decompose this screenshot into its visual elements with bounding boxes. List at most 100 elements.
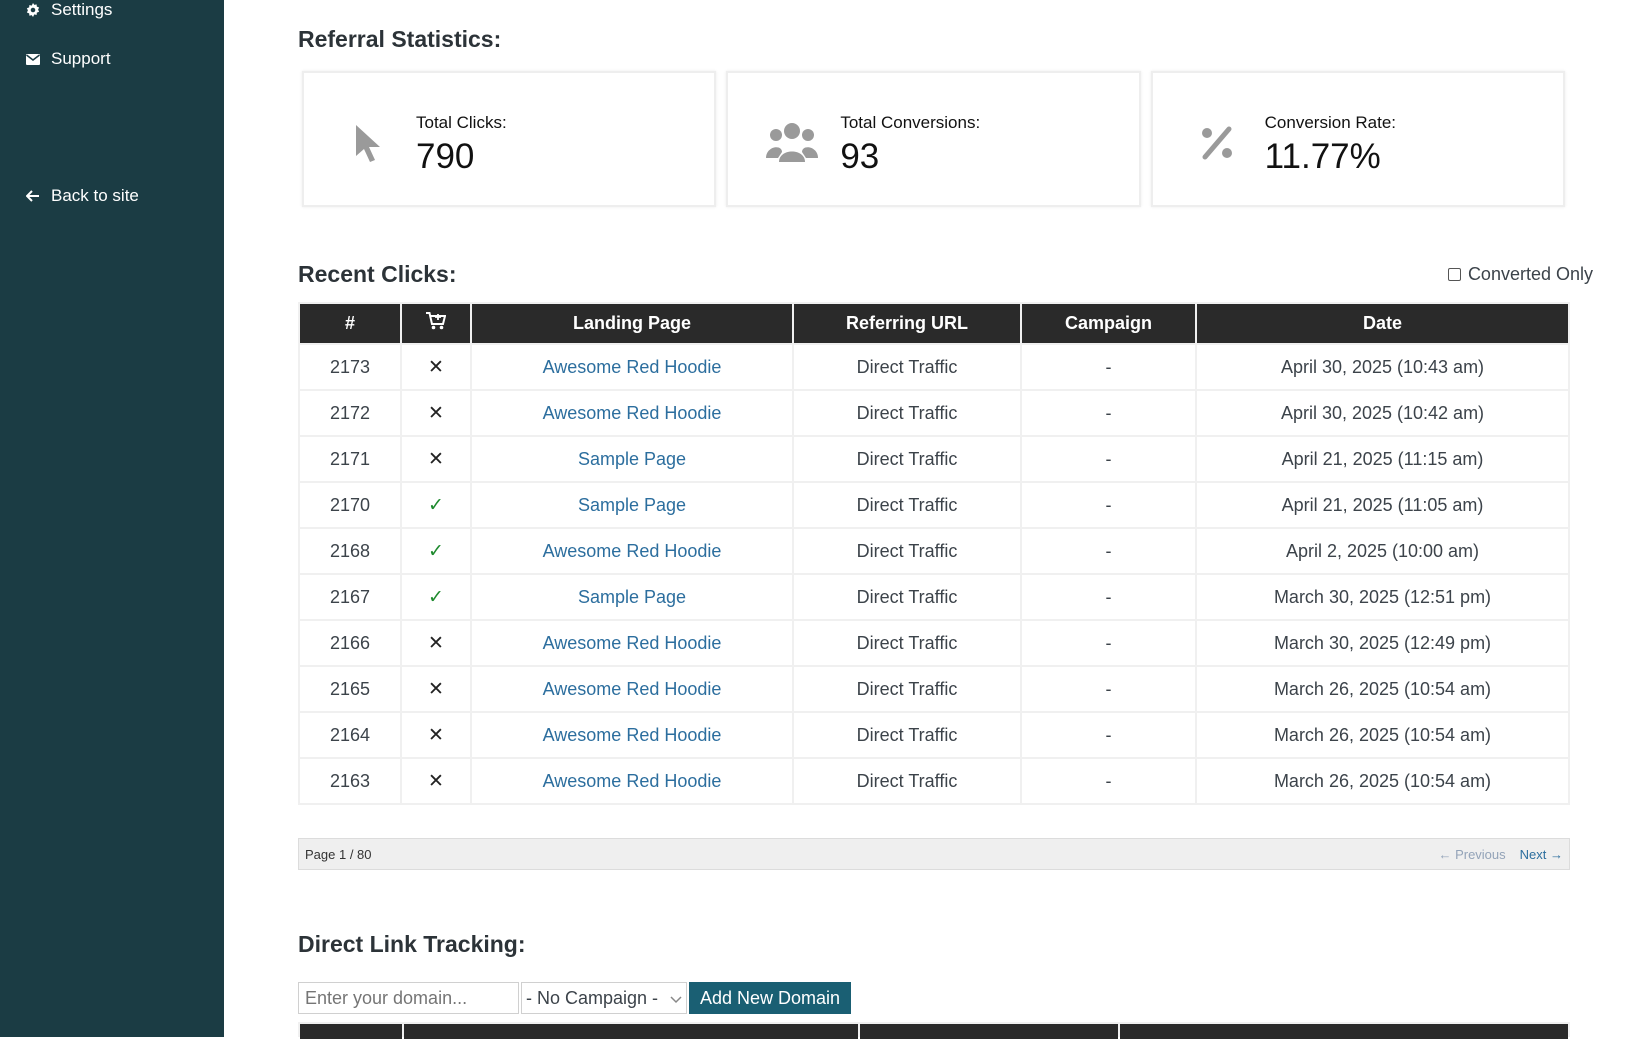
cell-converted: ✕ [402, 759, 470, 803]
domain-input[interactable] [298, 982, 519, 1014]
column-header-campaign: Campaign [1022, 304, 1195, 343]
landing-page-link[interactable]: Awesome Red Hoodie [542, 632, 722, 653]
cell-id: 2171 [300, 437, 400, 481]
sidebar-item-support[interactable]: Support [24, 49, 111, 69]
cell-landing-page: Awesome Red Hoodie [472, 529, 792, 573]
cell-converted: ✕ [402, 391, 470, 435]
stat-label: Total Conversions: [840, 113, 981, 132]
cell-id: 2172 [300, 391, 400, 435]
users-icon [762, 113, 822, 173]
arrow-left-icon: ← [1438, 846, 1452, 862]
stat-card-total-conversions: Total Conversions: 93 [726, 71, 1141, 207]
cell-date: April 21, 2025 (11:05 am) [1197, 483, 1568, 527]
cell-landing-page: Sample Page [472, 437, 792, 481]
main-content: Referral Statistics: Total Clicks: 790 T… [224, 0, 1639, 1039]
landing-page-link[interactable]: Awesome Red Hoodie [542, 402, 722, 423]
stat-value: 11.77% [1264, 137, 1381, 176]
next-label: Next [1519, 846, 1547, 862]
cell-landing-page: Awesome Red Hoodie [472, 667, 792, 711]
sidebar-item-settings[interactable]: Settings [24, 0, 112, 20]
cross-icon: ✕ [428, 448, 444, 470]
landing-page-link[interactable]: Awesome Red Hoodie [542, 724, 722, 745]
converted-only-checkbox[interactable] [1447, 268, 1461, 281]
cell-referring-url: Direct Traffic [794, 345, 1020, 389]
cell-campaign: - [1022, 437, 1195, 481]
cell-campaign: - [1022, 667, 1195, 711]
landing-page-link[interactable]: Sample Page [577, 586, 687, 607]
cell-id: 2168 [300, 529, 400, 573]
arrow-right-icon: → [1550, 846, 1563, 862]
column-header [404, 1024, 858, 1039]
cell-landing-page: Awesome Red Hoodie [472, 621, 792, 665]
cell-campaign: - [1022, 529, 1195, 573]
stat-card-conversion-rate: Conversion Rate: 11.77% [1150, 71, 1565, 207]
cell-landing-page: Awesome Red Hoodie [472, 391, 792, 435]
recent-clicks-body: 2173 ✕ Awesome Red Hoodie Direct Traffic - Ap… [300, 345, 1568, 803]
cell-referring-url: Direct Traffic [794, 759, 1020, 803]
column-header-id: # [300, 304, 400, 343]
cross-icon: ✕ [428, 724, 444, 746]
cell-campaign: - [1022, 345, 1195, 389]
table-row: 2168 ✓ Awesome Red Hoodie Direct Traffic - Ap… [300, 529, 1568, 573]
next-page-link[interactable]: Next → [1520, 847, 1563, 862]
cell-landing-page: Sample Page [472, 483, 792, 527]
table-header-row: # Landing Page Referring URL Campaign Da… [300, 304, 1568, 343]
converted-only-filter[interactable]: Converted Only [1447, 264, 1593, 285]
sidebar: Settings Support Back to site [0, 0, 224, 1037]
cell-referring-url: Direct Traffic [794, 575, 1020, 619]
table-row: 2172 ✕ Awesome Red Hoodie Direct Traffic - Ap… [300, 391, 1568, 435]
table-row: 2167 ✓ Sample Page Direct Traffic - March 30,… [300, 575, 1568, 619]
cell-converted: ✓ [402, 529, 470, 573]
sidebar-item-label: Support [51, 49, 111, 68]
cell-campaign: - [1022, 713, 1195, 757]
cell-id: 2173 [300, 345, 400, 389]
cell-campaign: - [1022, 759, 1195, 803]
table-row: 2171 ✕ Sample Page Direct Traffic - April 21,… [300, 437, 1568, 481]
cell-date: March 26, 2025 (10:54 am) [1197, 667, 1568, 711]
cell-id: 2166 [300, 621, 400, 665]
chevron-down-icon [670, 988, 682, 1009]
converted-only-label: Converted Only [1467, 264, 1593, 284]
stat-card-total-clicks: Total Clicks: 790 [302, 71, 717, 207]
cell-converted: ✓ [402, 483, 470, 527]
sidebar-item-label: Back to site [51, 186, 139, 205]
column-header-referring-url: Referring URL [794, 304, 1020, 343]
campaign-select[interactable]: - No Campaign - [521, 982, 687, 1014]
landing-page-link[interactable]: Awesome Red Hoodie [542, 540, 722, 561]
cell-id: 2167 [300, 575, 400, 619]
direct-link-tracking-title: Direct Link Tracking: [298, 931, 526, 957]
table-row: 2173 ✕ Awesome Red Hoodie Direct Traffic - Ap… [300, 345, 1568, 389]
cell-converted: ✕ [402, 713, 470, 757]
cell-campaign: - [1022, 621, 1195, 665]
landing-page-link[interactable]: Awesome Red Hoodie [542, 356, 722, 377]
column-header [860, 1024, 1118, 1039]
cell-id: 2163 [300, 759, 400, 803]
stats-cards: Total Clicks: 790 Total Conversions: 93 … [302, 71, 1565, 207]
column-header-cart [402, 304, 470, 343]
cell-campaign: - [1022, 483, 1195, 527]
table-row: 2165 ✕ Awesome Red Hoodie Direct Traffic - Ma… [300, 667, 1568, 711]
add-new-domain-button[interactable]: Add New Domain [689, 982, 852, 1014]
cell-converted: ✓ [402, 575, 470, 619]
cell-referring-url: Direct Traffic [794, 621, 1020, 665]
cell-referring-url: Direct Traffic [794, 483, 1020, 527]
cell-referring-url: Direct Traffic [794, 437, 1020, 481]
cell-converted: ✕ [402, 667, 470, 711]
stat-label: Total Clicks: [416, 113, 507, 132]
landing-page-link[interactable]: Awesome Red Hoodie [542, 678, 722, 699]
stat-value: 93 [840, 137, 880, 176]
landing-page-link[interactable]: Awesome Red Hoodie [542, 770, 722, 791]
landing-page-link[interactable]: Sample Page [577, 494, 687, 515]
cell-converted: ✕ [402, 437, 470, 481]
arrow-left-icon [24, 190, 42, 202]
previous-page-link[interactable]: ← Previous [1438, 847, 1505, 862]
direct-link-form: - No Campaign - Add New Domain [298, 982, 852, 1014]
page-indicator: Page 1 / 80 [305, 846, 372, 862]
landing-page-link[interactable]: Sample Page [577, 448, 687, 469]
cell-referring-url: Direct Traffic [794, 391, 1020, 435]
sidebar-item-back-to-site[interactable]: Back to site [24, 186, 139, 206]
cell-id: 2164 [300, 713, 400, 757]
cell-date: March 30, 2025 (12:51 pm) [1197, 575, 1568, 619]
recent-clicks-table: # Landing Page Referring URL Campaign Da… [298, 302, 1570, 805]
previous-label: Previous [1455, 846, 1506, 862]
